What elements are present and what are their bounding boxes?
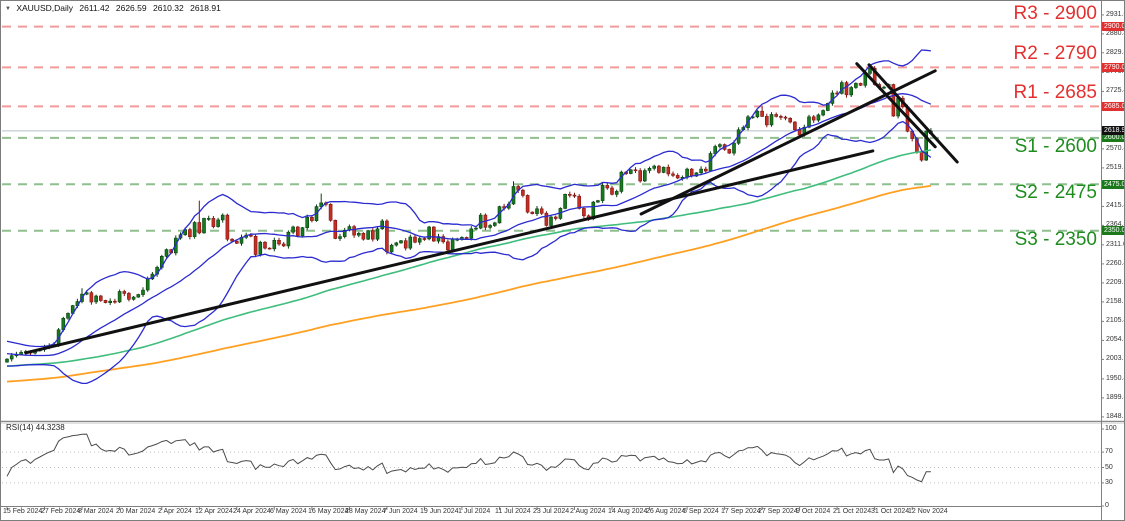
price-tick-label: 1848.15 (1106, 413, 1124, 420)
price-tick-label: 2880.45 (1106, 30, 1124, 37)
date-label: 19 Jun 2024 (420, 508, 459, 515)
level-label-R3[interactable]: R3 - 2900 (1013, 3, 1097, 24)
price-tick-label: 2570.45 (1106, 145, 1124, 152)
bollinger-upper (6, 49, 931, 348)
axis-price-box-S3: 2350.00 (1102, 226, 1124, 235)
price-tick-label: 2054.30 (1106, 336, 1124, 343)
date-label: 2 Apr 2024 (158, 508, 192, 515)
trendline-descending-2[interactable] (867, 63, 959, 164)
ma-slow-line (6, 184, 932, 383)
ma-fast-line (6, 149, 932, 367)
collapse-arrow-icon[interactable]: ▼ (5, 6, 11, 12)
bollinger-middle (6, 93, 932, 357)
rsi-tick-label: 0 (1105, 502, 1109, 509)
date-label: 17 Sep 2024 (721, 508, 761, 515)
ohlc-close-value: 2618.91 (190, 3, 221, 13)
price-tick-label: 2158.15 (1106, 298, 1124, 305)
price-tick-label: 2209.30 (1106, 279, 1124, 286)
price-tick-label: 2519.30 (1106, 164, 1124, 171)
price-tick-label: 2725.45 (1106, 87, 1124, 94)
price-tick-label: 2311.60 (1106, 241, 1124, 248)
date-label: 31 Oct 2024 (871, 508, 910, 515)
date-label: 24 Apr 2024 (233, 508, 271, 515)
price-tick-label: 2829.30 (1106, 49, 1124, 56)
date-label: 26 Aug 2024 (646, 508, 686, 515)
ohlc-high-value: 2626.59 (115, 3, 147, 13)
level-label-S3[interactable]: S3 - 2350 (1014, 229, 1097, 250)
rsi-line (6, 433, 931, 483)
level-label-S2[interactable]: S2 - 2475 (1014, 182, 1097, 203)
axis-price-box-S2: 2475.00 (1102, 180, 1124, 189)
axis-price-box-R3: 2900.00 (1102, 22, 1124, 31)
date-label: 12 Nov 2024 (908, 508, 948, 515)
symbol-timeframe-label: XAUUSD,Daily (16, 3, 74, 13)
trendline-descending-1[interactable] (855, 62, 937, 149)
date-label: 28 May 2024 (345, 508, 386, 515)
axis-price-box-R1: 2685.00 (1102, 102, 1124, 111)
date-label: 27 Sep 2024 (758, 508, 798, 515)
level-label-S1[interactable]: S1 - 2600 (1014, 136, 1097, 157)
date-label: 16 May 2024 (308, 508, 349, 515)
rsi-tick-label: 30 (1105, 479, 1113, 486)
rsi-indicator-label: RSI(14) 44.3238 (6, 423, 65, 432)
price-tick-label: 2364.30 (1106, 221, 1124, 228)
level-label-R2[interactable]: R2 - 2790 (1013, 43, 1097, 64)
date-label: 14 Aug 2024 (608, 508, 648, 515)
level-label-R1[interactable]: R1 - 2685 (1013, 82, 1097, 103)
date-label: 11 Jul 2024 (495, 508, 531, 515)
trendline-long-ascending-support[interactable] (24, 149, 875, 355)
bollinger-lower (7, 120, 932, 385)
candlestick-series (5, 66, 933, 363)
axis-price-box-S1: 2600.00 (1102, 133, 1124, 142)
axis-price-box-R2: 2790.00 (1102, 63, 1124, 72)
price-tick-label: 2931.60 (1106, 11, 1124, 18)
date-label: 15 Feb 2024 (3, 508, 43, 515)
date-label: 2 Aug 2024 (570, 508, 606, 515)
date-label: 20 Mar 2024 (116, 508, 156, 515)
date-label: 9 Oct 2024 (796, 508, 831, 515)
ohlc-low-value: 2610.32 (152, 3, 184, 13)
price-tick-label: 2415.45 (1106, 202, 1124, 209)
price-tick-label: 2260.45 (1106, 260, 1124, 267)
rsi-tick-label: 100 (1105, 425, 1117, 432)
date-label: 1 Jul 2024 (458, 508, 491, 515)
rsi-tick-label: 70 (1105, 448, 1113, 455)
date-label: 7 Jun 2024 (383, 508, 418, 515)
rsi-tick-label: 50 (1105, 464, 1113, 471)
current-price-box: 2618.91 (1102, 126, 1124, 135)
date-label: 21 Oct 2024 (833, 508, 872, 515)
date-label: 6 May 2024 (270, 508, 307, 515)
price-tick-label: 2003.15 (1106, 355, 1124, 362)
date-label: 8 Mar 2024 (78, 508, 114, 515)
price-tick-label: 2105.45 (1106, 317, 1124, 324)
price-tick-label: 1950.45 (1106, 375, 1124, 382)
date-label: 5 Sep 2024 (683, 508, 719, 515)
date-label: 23 Jul 2024 (533, 508, 570, 515)
price-tick-label: 1899.30 (1106, 394, 1124, 401)
ohlc-open-value: 2611.42 (79, 3, 110, 13)
date-label: 12 Apr 2024 (195, 508, 233, 515)
symbol-info-bar[interactable]: ▼ XAUUSD,Daily 2611.42 2626.59 2610.32 2… (5, 3, 221, 13)
date-label: 27 Feb 2024 (41, 508, 81, 515)
